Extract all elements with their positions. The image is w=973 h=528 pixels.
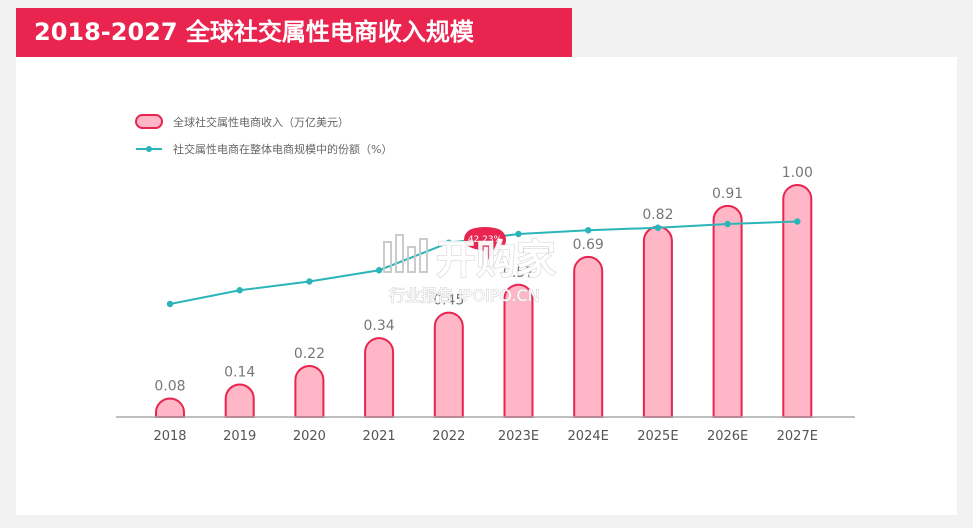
bar-value-label-2021: 0.34 [364,318,395,334]
legend: 全球社交属性电商收入（万亿美元） 社交属性电商在整体电商规模中的份额（%） [135,114,392,156]
watermark-logo [383,234,428,273]
watermark-subtitle: 行业报告 IPOIPO.CN [389,286,540,305]
bar-value-label-2019: 0.14 [224,365,255,381]
x-tick-2020: 2020 [293,429,326,444]
share-point-2022 [445,239,452,246]
legend-bar-swatch [135,114,163,129]
bar-2024E [573,255,604,418]
bar-value-label-2022: 0.45 [433,293,464,309]
bar-value-label-2026E: 0.91 [712,186,743,202]
share-point-2021 [375,267,383,274]
x-tick-2025E: 2025E [637,429,678,444]
page-title: 2018-2027 全球社交属性电商收入规模 [16,8,572,57]
bar-2018 [155,397,185,418]
share-point-2019 [236,287,243,294]
chart-panel: 全球社交属性电商收入（万亿美元） 社交属性电商在整体电商规模中的份额（%） 0.… [16,57,957,515]
watermark: 开购家 行业报告 IPOIPO.CN [383,234,557,306]
share-point-2020 [306,278,313,285]
share-point-2018 [166,300,174,308]
x-tick-2019: 2019 [223,429,256,444]
watermark-title: 开购家 [436,237,556,283]
x-tick-2023E: 2023E [498,429,539,444]
bar-value-label-2025E: 0.82 [642,207,673,223]
x-tick-2024E: 2024E [568,429,609,444]
bar-value-label-2020: 0.22 [294,346,325,362]
bar-value-label-2023E: 0.57 [503,265,534,281]
bar-value-label-2024E: 0.69 [573,237,604,253]
bar-2020 [294,365,325,418]
legend-line-marker [146,146,152,152]
callout-bubble [464,227,506,260]
share-point-2026E [724,220,731,228]
bar-2021 [364,337,395,418]
bar-2022 [433,311,464,418]
chart: 全球社交属性电商收入（万亿美元） 社交属性电商在整体电商规模中的份额（%） 0.… [116,114,855,444]
x-tick-2027E: 2027E [777,429,818,444]
x-tick-2021: 2021 [363,429,396,444]
x-tick-2026E: 2026E [707,429,748,444]
legend-bar-label: 全球社交属性电商收入（万亿美元） [173,115,349,129]
callout-text: 42.23% [468,235,503,245]
bar-2019 [224,383,255,418]
bar-2027E [782,184,813,418]
share-point-2024E [585,227,592,234]
share-point-2025E [654,224,662,231]
x-tick-2018: 2018 [153,429,186,444]
share-point-2023E [515,230,522,238]
x-tick-2022: 2022 [432,429,465,444]
bar-2026E [712,204,743,418]
share-point-2027E [794,218,801,225]
bar-value-label-2018: 0.08 [154,378,185,394]
legend-line-label: 社交属性电商在整体电商规模中的份额（%） [173,142,392,156]
bar-2025E [642,225,673,418]
bar-2023E [503,283,534,418]
annotation-callout: 42.23% [464,227,506,260]
bar-value-label-2027E: 1.00 [782,165,813,181]
